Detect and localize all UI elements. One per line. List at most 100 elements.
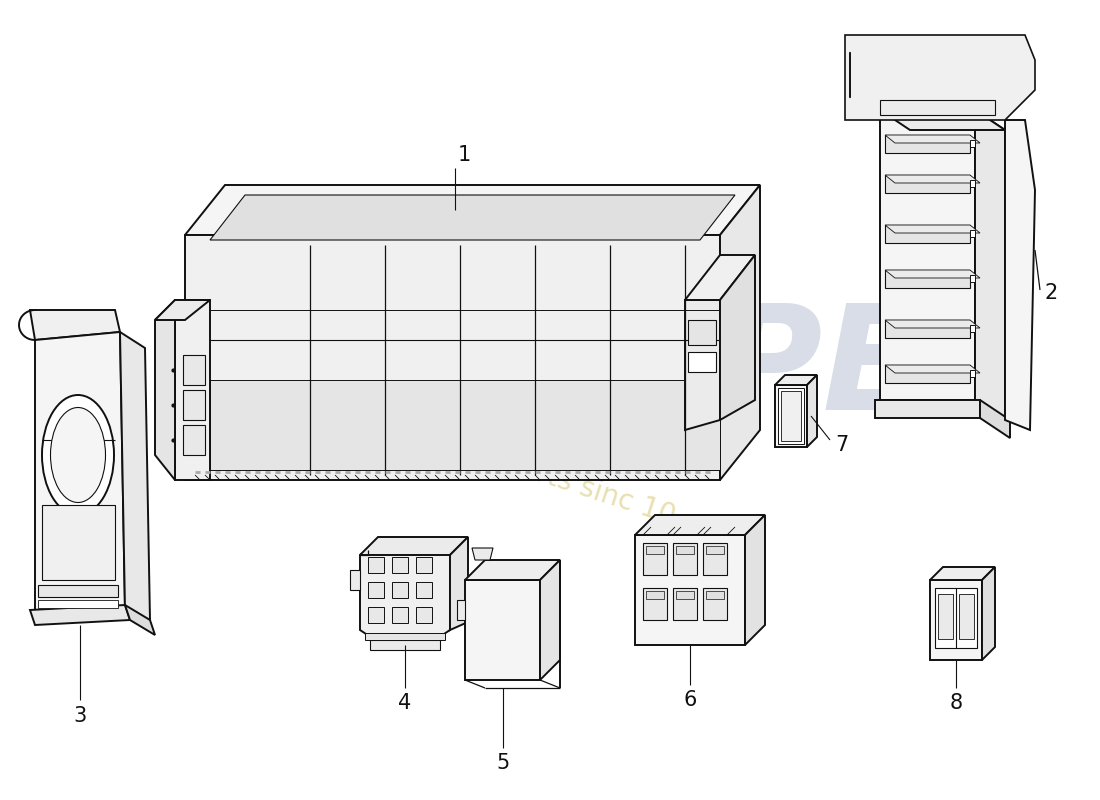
Text: 5: 5 bbox=[496, 753, 509, 773]
Bar bbox=[42, 505, 116, 580]
Polygon shape bbox=[886, 225, 980, 233]
Polygon shape bbox=[970, 370, 975, 377]
Bar bbox=[39, 600, 118, 608]
Polygon shape bbox=[685, 255, 755, 300]
Bar bbox=[646, 546, 664, 554]
Polygon shape bbox=[970, 140, 975, 147]
Bar bbox=[778, 388, 804, 444]
Polygon shape bbox=[155, 300, 175, 480]
Bar bbox=[365, 633, 446, 640]
Polygon shape bbox=[120, 332, 150, 620]
Bar bbox=[706, 591, 724, 599]
Polygon shape bbox=[610, 380, 685, 470]
Bar bbox=[703, 588, 727, 620]
Polygon shape bbox=[886, 135, 980, 143]
Polygon shape bbox=[980, 400, 1010, 438]
Ellipse shape bbox=[42, 395, 114, 515]
Polygon shape bbox=[450, 537, 468, 630]
Polygon shape bbox=[360, 537, 467, 555]
Polygon shape bbox=[886, 175, 970, 193]
Polygon shape bbox=[185, 185, 760, 235]
Polygon shape bbox=[635, 535, 745, 645]
Polygon shape bbox=[886, 135, 970, 153]
Bar bbox=[673, 588, 697, 620]
Bar bbox=[676, 546, 694, 554]
Polygon shape bbox=[635, 515, 764, 535]
Polygon shape bbox=[886, 270, 980, 278]
Text: 2: 2 bbox=[1045, 283, 1058, 303]
Text: 6: 6 bbox=[683, 690, 696, 710]
Polygon shape bbox=[30, 310, 120, 340]
Polygon shape bbox=[185, 235, 720, 480]
Bar bbox=[644, 588, 667, 620]
Bar bbox=[183, 390, 205, 420]
Polygon shape bbox=[720, 185, 760, 480]
Bar bbox=[416, 582, 432, 598]
Polygon shape bbox=[886, 175, 980, 183]
Polygon shape bbox=[886, 270, 970, 288]
Bar bbox=[416, 607, 432, 623]
Polygon shape bbox=[970, 230, 975, 237]
Text: 1: 1 bbox=[458, 145, 471, 165]
Polygon shape bbox=[886, 365, 970, 383]
Polygon shape bbox=[456, 600, 465, 620]
Ellipse shape bbox=[51, 407, 106, 502]
Polygon shape bbox=[685, 380, 720, 470]
Polygon shape bbox=[745, 515, 764, 645]
Polygon shape bbox=[535, 380, 611, 470]
Polygon shape bbox=[685, 300, 720, 430]
Polygon shape bbox=[886, 320, 980, 328]
Polygon shape bbox=[886, 225, 970, 243]
Polygon shape bbox=[472, 548, 493, 560]
Bar bbox=[781, 391, 801, 441]
Polygon shape bbox=[460, 380, 535, 470]
Bar bbox=[688, 352, 716, 372]
Polygon shape bbox=[930, 580, 982, 660]
Bar bbox=[959, 594, 974, 639]
Polygon shape bbox=[35, 332, 125, 615]
Text: 3: 3 bbox=[74, 706, 87, 726]
Polygon shape bbox=[720, 255, 755, 420]
Text: 7: 7 bbox=[835, 435, 848, 455]
Polygon shape bbox=[1005, 120, 1035, 430]
Bar bbox=[368, 582, 384, 598]
Polygon shape bbox=[970, 325, 975, 332]
Bar bbox=[646, 591, 664, 599]
Bar bbox=[39, 585, 118, 597]
Polygon shape bbox=[975, 110, 1005, 420]
Bar bbox=[183, 355, 205, 385]
Bar bbox=[703, 543, 727, 575]
Bar bbox=[688, 320, 716, 345]
Bar bbox=[368, 607, 384, 623]
Bar bbox=[368, 557, 384, 573]
Text: a passion for parts sinc 10: a passion for parts sinc 10 bbox=[321, 390, 679, 530]
Polygon shape bbox=[982, 567, 996, 660]
Polygon shape bbox=[465, 580, 540, 680]
Text: EUROSPE: EUROSPE bbox=[157, 299, 923, 441]
Polygon shape bbox=[930, 567, 996, 580]
Polygon shape bbox=[807, 375, 817, 447]
Polygon shape bbox=[776, 385, 807, 447]
Polygon shape bbox=[30, 605, 130, 625]
Polygon shape bbox=[886, 365, 980, 373]
Text: 4: 4 bbox=[398, 693, 411, 713]
Polygon shape bbox=[310, 380, 385, 470]
Bar bbox=[676, 591, 694, 599]
Polygon shape bbox=[155, 300, 210, 320]
Polygon shape bbox=[350, 570, 360, 590]
Polygon shape bbox=[210, 380, 310, 470]
Bar bbox=[935, 588, 977, 648]
Bar bbox=[392, 582, 408, 598]
Polygon shape bbox=[540, 560, 560, 680]
Bar bbox=[706, 546, 724, 554]
Polygon shape bbox=[210, 195, 735, 240]
Polygon shape bbox=[125, 605, 155, 635]
Polygon shape bbox=[845, 35, 1035, 120]
Polygon shape bbox=[360, 545, 450, 640]
Polygon shape bbox=[970, 275, 975, 282]
Bar bbox=[392, 557, 408, 573]
Bar bbox=[183, 425, 205, 455]
Polygon shape bbox=[385, 380, 460, 470]
Polygon shape bbox=[880, 100, 996, 115]
Polygon shape bbox=[970, 180, 975, 187]
